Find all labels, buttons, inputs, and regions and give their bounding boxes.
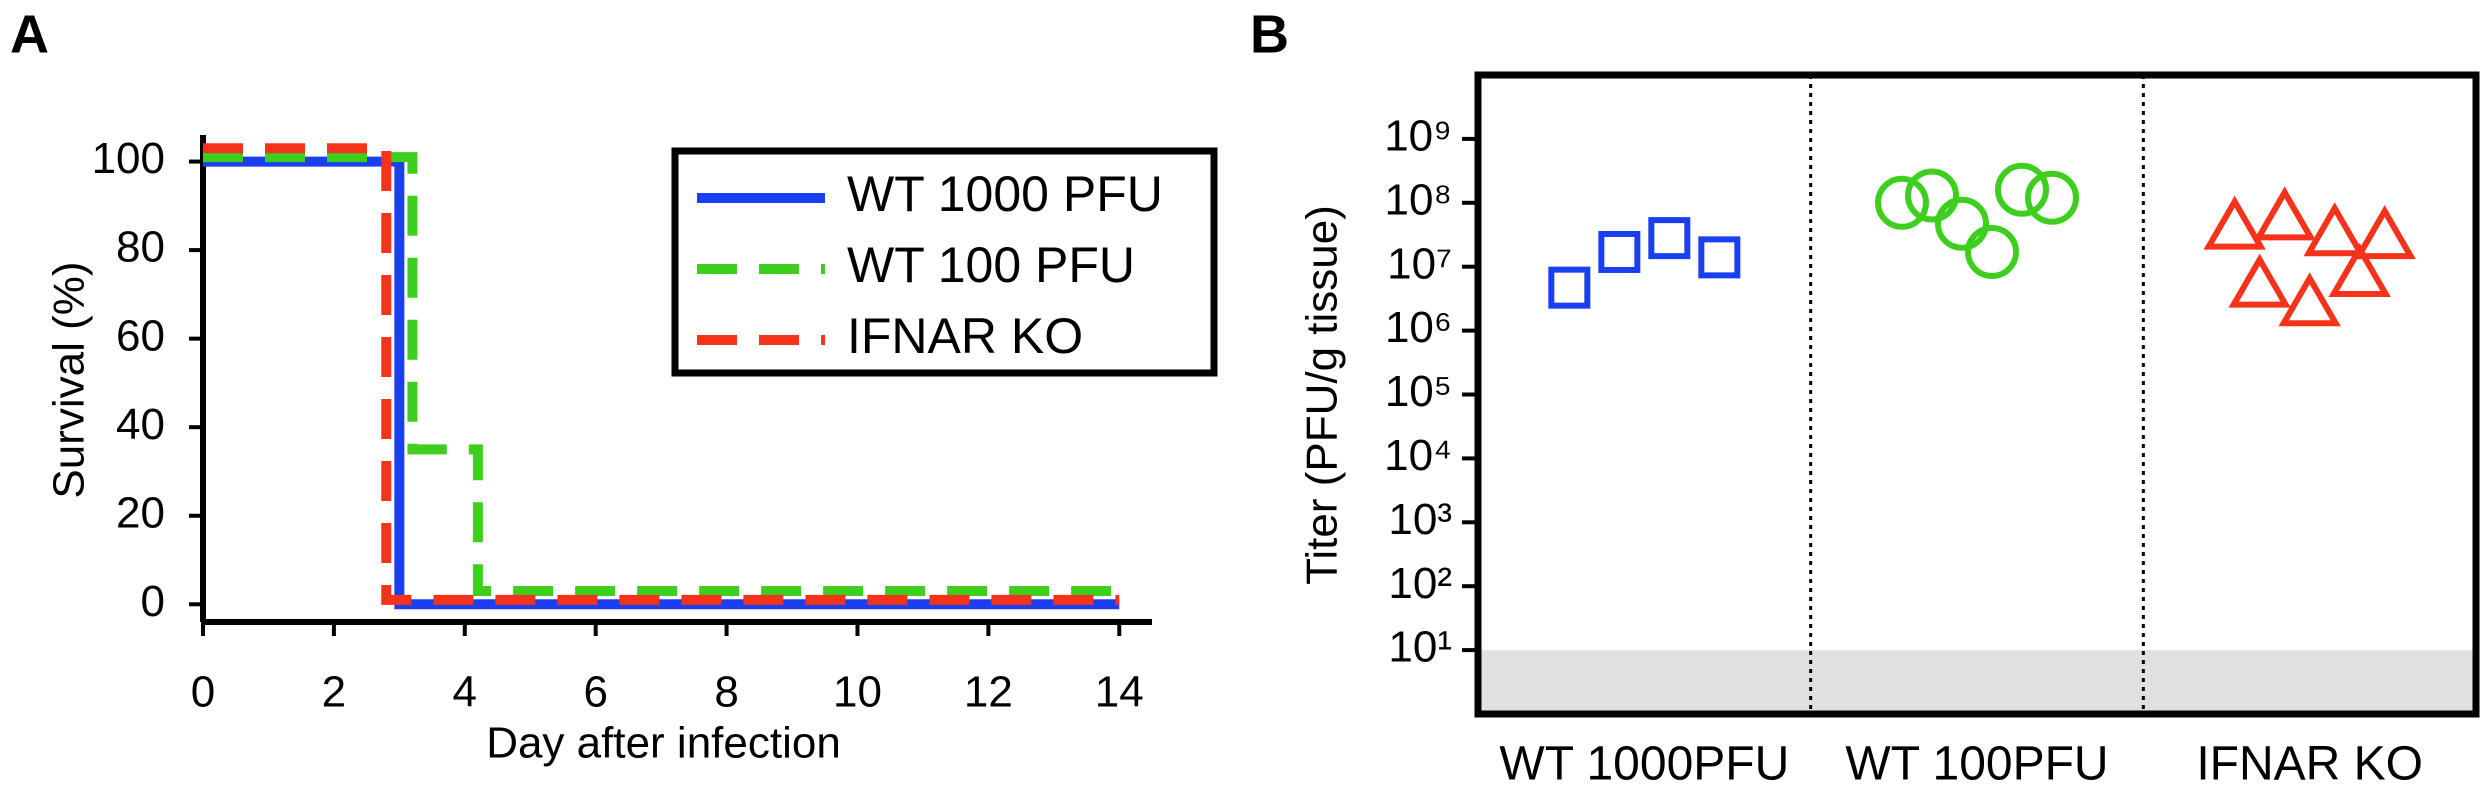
y-axis-label: Survival (%) [45, 261, 94, 498]
y-tick-label: 10⁸ [1384, 175, 1452, 224]
marker [2203, 195, 2266, 250]
survival-line [203, 143, 1120, 605]
marker [1965, 224, 2019, 279]
y-tick-label: 10⁵ [1385, 367, 1452, 416]
marker [1548, 266, 1591, 309]
y-tick-label: 80 [116, 223, 165, 272]
marker [1905, 168, 1959, 223]
survival-line [203, 152, 1120, 597]
marker [2278, 272, 2341, 327]
detection-limit-shade [1478, 650, 2476, 714]
x-tick-label: 2 [322, 668, 346, 717]
marker [1648, 217, 1691, 260]
y-tick-label: 0 [141, 577, 165, 626]
marker [2253, 186, 2316, 241]
y-tick-label: 10⁹ [1384, 112, 1452, 161]
marker [1698, 236, 1741, 279]
marker [1598, 230, 1641, 273]
x-tick-label: 6 [583, 668, 607, 717]
y-axis-label: Titer (PFU/g tissue) [1298, 205, 1347, 585]
x-tick-label: WT 100PFU [1845, 738, 2108, 791]
panel-label: A [10, 4, 49, 64]
marker [1995, 162, 2049, 217]
x-tick-label: IFNAR KO [2196, 738, 2423, 791]
x-tick-label: 0 [191, 668, 215, 717]
marker [2228, 253, 2291, 308]
x-tick-label: 4 [453, 668, 477, 717]
marker [2328, 243, 2391, 297]
marker [2353, 205, 2416, 260]
x-tick-label: 8 [714, 668, 738, 717]
y-tick-label: 20 [116, 488, 165, 537]
marker [1875, 175, 1929, 230]
x-tick-label: 12 [964, 668, 1013, 717]
marker [2303, 202, 2366, 257]
panel-label: B [1250, 4, 1289, 64]
y-tick-label: 60 [116, 311, 165, 360]
y-tick-label: 10⁷ [1387, 239, 1452, 288]
y-tick-label: 10² [1388, 559, 1452, 608]
y-tick-label: 10⁴ [1384, 431, 1452, 480]
y-tick-label: 40 [116, 400, 165, 449]
legend-label: WT 100 PFU [847, 237, 1135, 293]
y-tick-label: 100 [92, 134, 165, 183]
plot-frame [1474, 71, 2480, 718]
x-tick-label: 14 [1095, 668, 1144, 717]
marker [1935, 196, 1989, 251]
x-tick-label: 10 [833, 668, 882, 717]
y-tick-label: 10³ [1388, 495, 1452, 544]
x-axis-label: Day after infection [486, 719, 841, 768]
y-tick-label: 10¹ [1388, 623, 1452, 672]
marker [2025, 170, 2079, 225]
legend-label: WT 1000 PFU [847, 166, 1163, 222]
legend-label: IFNAR KO [847, 308, 1083, 364]
x-tick-label: WT 1000PFU [1499, 738, 1789, 791]
y-tick-label: 10⁶ [1385, 303, 1452, 352]
